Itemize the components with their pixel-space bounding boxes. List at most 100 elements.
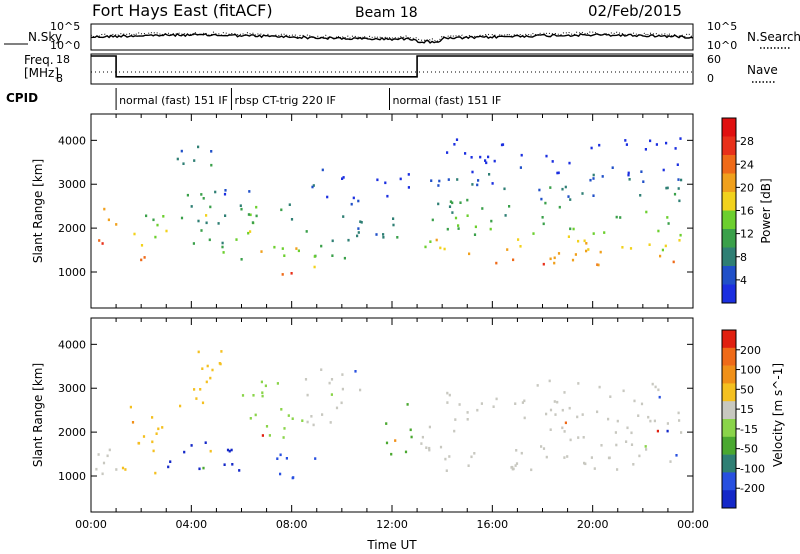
velocity-cell: [209, 449, 212, 453]
colorbar-tick-label: -15: [740, 423, 758, 436]
velocity-cell: [238, 469, 241, 472]
velocity-cell: [593, 467, 596, 470]
velocity-colorbar: -200 -100 -50 -15 15 50 100 200: [721, 329, 765, 509]
power-cell: [240, 258, 243, 261]
velocity-cell: [341, 387, 344, 391]
velocity-cell: [654, 385, 657, 389]
velocity-cell: [161, 426, 164, 429]
power-cell: [165, 229, 168, 233]
colorbar-tick-label: 100: [740, 364, 761, 377]
velocity-cell: [261, 391, 264, 394]
power-cell: [133, 232, 136, 236]
power-cell: [424, 245, 427, 249]
power-cell: [468, 252, 471, 256]
velocity-cell: [276, 382, 279, 385]
power-cell: [629, 247, 633, 250]
power-cell: [357, 231, 360, 234]
power-cell: [459, 201, 462, 204]
power-cell: [471, 170, 474, 174]
power-cell: [247, 213, 250, 216]
power-cell: [583, 239, 586, 243]
freq-tick-bottom: 8: [56, 72, 63, 85]
power-cell: [290, 218, 294, 221]
power-cell: [603, 231, 606, 234]
power-colorbar: 4 8 12 16 20 24 28: [721, 117, 754, 304]
velocity-cell: [223, 463, 226, 466]
velocity-cell: [615, 443, 618, 447]
velocity-cell: [454, 418, 457, 421]
velocity-cell: [630, 443, 634, 446]
power-cell: [359, 220, 362, 223]
x-tick-label: 08:00: [276, 518, 308, 531]
power-cell: [466, 198, 469, 202]
power-cell: [457, 227, 460, 230]
power-cell: [544, 201, 547, 205]
power-cell: [192, 242, 195, 245]
power-cell: [466, 214, 469, 217]
colorbar-tick-label: 50: [740, 383, 754, 396]
nave-tick-bottom: 0: [707, 72, 714, 85]
velocity-cell: [292, 476, 295, 479]
power-cell: [200, 229, 203, 232]
velocity-cell: [521, 401, 524, 404]
velocity-cell: [108, 448, 111, 452]
power-cell: [679, 137, 682, 140]
velocity-cell: [320, 368, 323, 371]
nave-tick-top: 60: [707, 53, 721, 66]
power-cell: [202, 197, 205, 200]
velocity-cell: [677, 411, 680, 415]
velocity-cell: [226, 448, 230, 452]
nsearch-trace: [90, 31, 694, 43]
velocity-cell: [633, 399, 636, 403]
power-cell: [313, 255, 316, 258]
velocity-cell: [666, 422, 669, 425]
colorbar-segment: [722, 365, 736, 384]
velocity-cell: [647, 415, 650, 419]
velocity-cell: [390, 452, 393, 456]
nsky-trace: [90, 32, 694, 44]
x-tick-label: 20:00: [577, 518, 609, 531]
velocity-cell: [197, 350, 200, 354]
power-cell: [247, 231, 250, 235]
power-cell: [545, 154, 548, 158]
power-cell: [517, 238, 520, 241]
power-cell: [642, 180, 645, 183]
power-cell: [239, 204, 242, 207]
velocity-cell: [520, 451, 523, 455]
power-cell: [331, 239, 334, 243]
velocity-cell: [439, 445, 443, 449]
power-cell: [115, 223, 118, 226]
power-cell: [342, 215, 345, 218]
velocity-cell: [410, 435, 413, 439]
cpid-segment-label: normal (fast) 151 IF: [392, 94, 501, 107]
velocity-cell: [625, 440, 628, 443]
power-cell: [448, 205, 452, 208]
colorbar-segment: [722, 192, 736, 211]
velocity-cell: [102, 461, 106, 465]
power-cell: [677, 178, 680, 181]
colorbar-tick-label: 4: [740, 274, 747, 287]
power-cell: [489, 227, 492, 231]
velocity-cell: [264, 384, 267, 388]
velocity-cell: [638, 454, 641, 458]
power-cell: [464, 152, 467, 155]
colorbar-tick-label: -200: [740, 482, 765, 495]
colorbar-tick-label: -50: [740, 443, 758, 456]
velocity-cell: [329, 421, 332, 424]
nsearch-tick-bottom: 10^0: [707, 39, 737, 52]
velocity-cell: [596, 410, 599, 414]
velocity-cell: [577, 382, 580, 385]
power-cell: [443, 247, 446, 251]
power-cell: [222, 251, 225, 254]
power-cell: [342, 176, 345, 179]
power-cell: [674, 147, 677, 150]
colorbar-tick-label: 28: [740, 135, 754, 148]
velocity-cell: [206, 364, 209, 368]
power-cell: [520, 153, 523, 157]
velocity-cell: [458, 403, 461, 406]
velocity-cell: [466, 411, 469, 414]
velocity-cell: [515, 449, 518, 452]
velocity-cell: [607, 417, 610, 421]
velocity-cell: [616, 419, 619, 423]
power-cell: [280, 208, 283, 212]
